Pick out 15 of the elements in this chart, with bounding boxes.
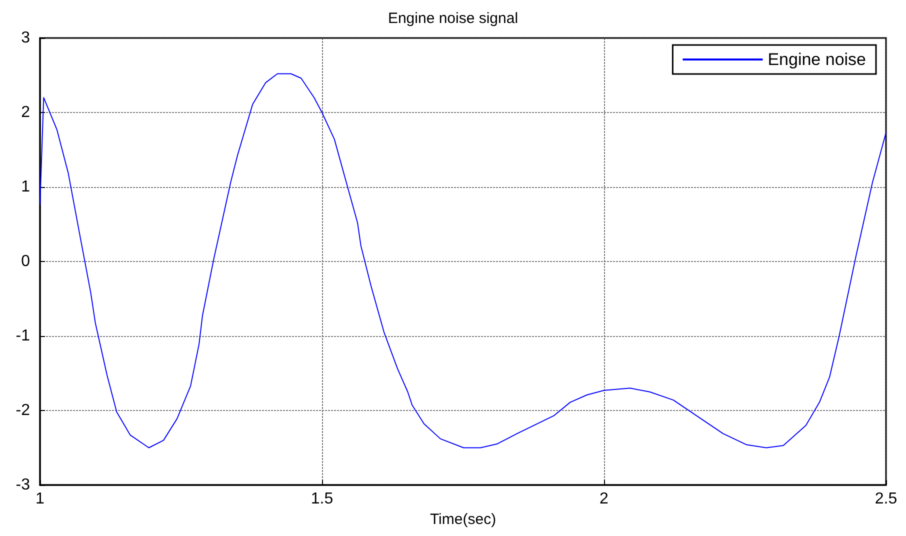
line-series [40,73,886,448]
legend-label: Engine noise [768,50,866,69]
x-tick-label: 1.5 [310,490,334,508]
y-tick-label: -1 [16,328,30,344]
y-tick-label: -3 [16,476,30,494]
y-tick-label: -2 [16,402,30,419]
x-axis-title: Time(sec) [430,510,496,528]
chart-title: Engine noise signal [388,10,518,27]
y-tick-label: 1 [21,178,30,196]
x-tick-label: 1 [36,490,45,508]
x-tick-label: 2.5 [874,490,898,508]
y-tick-label: 2 [21,104,30,121]
x-tick-label: 2 [600,490,609,508]
y-tick-label: 3 [21,30,30,46]
y-tick-label: 0 [21,253,30,270]
